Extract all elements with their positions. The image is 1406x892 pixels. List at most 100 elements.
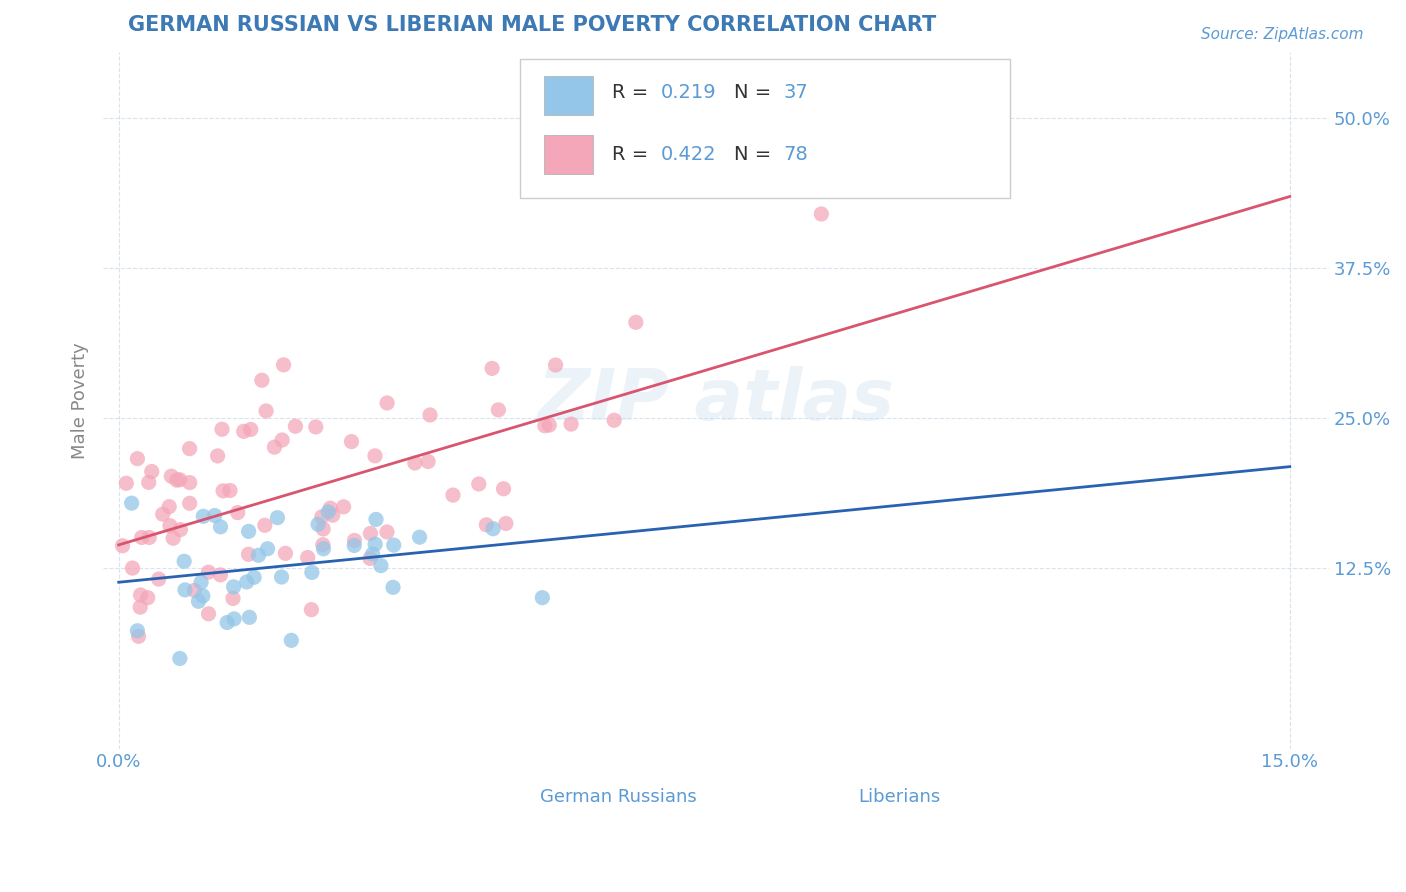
Point <box>404 456 426 470</box>
Point <box>322 508 344 522</box>
Point <box>238 524 260 539</box>
Point <box>419 408 441 422</box>
Text: N =: N = <box>734 145 778 164</box>
Point <box>239 422 262 436</box>
Point <box>534 418 557 433</box>
Point <box>111 539 134 553</box>
Text: 0.422: 0.422 <box>661 145 717 164</box>
FancyBboxPatch shape <box>801 783 851 811</box>
Point <box>162 531 184 545</box>
Point <box>271 433 294 447</box>
Point <box>166 473 188 487</box>
Point <box>495 516 517 531</box>
Point <box>183 583 205 598</box>
Point <box>238 547 260 561</box>
Point <box>312 522 335 536</box>
Point <box>364 512 387 526</box>
Point <box>159 518 181 533</box>
Point <box>169 523 191 537</box>
Point <box>212 483 235 498</box>
Point <box>370 558 392 573</box>
Point <box>243 570 266 584</box>
Point <box>361 547 384 561</box>
Point <box>193 509 215 524</box>
Point <box>127 624 149 638</box>
Point <box>235 574 257 589</box>
Point <box>603 413 626 427</box>
Point <box>343 539 366 553</box>
Point <box>187 594 209 608</box>
Point <box>297 550 319 565</box>
Point <box>375 524 398 539</box>
Point <box>179 442 201 456</box>
Point <box>169 651 191 665</box>
Point <box>179 496 201 510</box>
Point <box>129 600 152 615</box>
Text: German Russians: German Russians <box>540 789 696 806</box>
Point <box>359 551 381 566</box>
Point <box>408 530 430 544</box>
Point <box>482 522 505 536</box>
Point <box>138 475 160 490</box>
Point <box>441 488 464 502</box>
Point <box>174 582 197 597</box>
Point <box>232 425 254 439</box>
Point <box>169 473 191 487</box>
Text: 37: 37 <box>783 83 808 102</box>
Point <box>141 465 163 479</box>
Point <box>190 575 212 590</box>
Point <box>115 476 138 491</box>
Point <box>299 602 322 616</box>
Point <box>316 505 339 519</box>
Point <box>136 591 159 605</box>
Point <box>468 477 491 491</box>
Point <box>382 580 405 594</box>
Point <box>254 404 277 418</box>
Point <box>250 373 273 387</box>
Point <box>253 518 276 533</box>
Point <box>319 501 342 516</box>
Point <box>280 633 302 648</box>
Point <box>157 500 180 514</box>
Point <box>219 483 242 498</box>
Point <box>364 449 387 463</box>
Point <box>307 517 329 532</box>
Point <box>810 207 832 221</box>
Point <box>209 567 232 582</box>
Point <box>263 440 285 454</box>
Point <box>222 612 245 626</box>
Point <box>222 591 245 606</box>
Point <box>152 507 174 521</box>
Point <box>209 520 232 534</box>
Point <box>375 396 398 410</box>
FancyBboxPatch shape <box>544 76 593 114</box>
Point <box>197 565 219 579</box>
Point <box>416 454 439 468</box>
Point <box>121 496 143 510</box>
Point <box>301 566 323 580</box>
Y-axis label: Male Poverty: Male Poverty <box>72 342 89 458</box>
Text: 0.219: 0.219 <box>661 83 717 102</box>
Point <box>359 526 381 541</box>
Text: GERMAN RUSSIAN VS LIBERIAN MALE POVERTY CORRELATION CHART: GERMAN RUSSIAN VS LIBERIAN MALE POVERTY … <box>128 15 936 35</box>
Point <box>274 546 297 560</box>
Point <box>148 572 170 586</box>
Point <box>160 469 183 483</box>
Text: R =: R = <box>612 145 654 164</box>
Point <box>138 531 160 545</box>
Point <box>127 451 149 466</box>
Point <box>256 541 278 556</box>
Text: Liberians: Liberians <box>859 789 941 806</box>
Text: 78: 78 <box>783 145 808 164</box>
Point <box>544 358 567 372</box>
Text: ZIP atlas: ZIP atlas <box>537 366 894 434</box>
Point <box>560 417 582 431</box>
Point <box>531 591 554 605</box>
Point <box>538 418 561 433</box>
Point <box>131 531 153 545</box>
Point <box>312 538 335 552</box>
Point <box>238 610 260 624</box>
Point <box>312 541 335 556</box>
Point <box>211 422 233 436</box>
Point <box>332 500 354 514</box>
